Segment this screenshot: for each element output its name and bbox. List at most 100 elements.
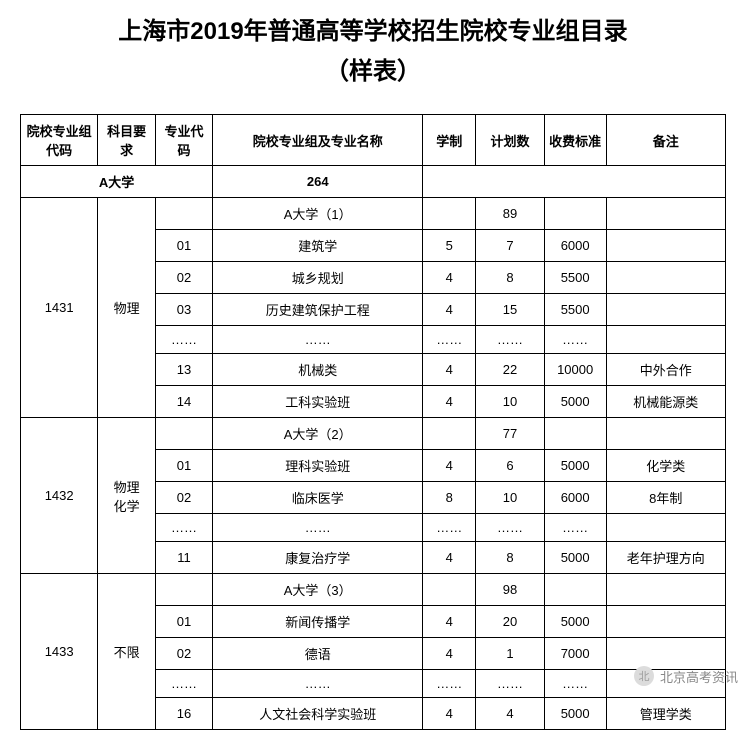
cell-major-name: 新闻传播学 [213,606,423,638]
cell-note: 老年护理方向 [606,542,725,574]
watermark-icon: 北 [634,666,654,686]
cell-fee: 10000 [544,354,606,386]
cell-major-name: 城乡规划 [213,262,423,294]
cell-major-code: 02 [155,482,212,514]
cell-note [606,606,725,638]
cell-major-name: 工科实验班 [213,386,423,418]
cell-note [606,638,725,670]
cell-plan: 4 [476,698,545,730]
cell-major-code: 01 [155,606,212,638]
title-line-1: 上海市2019年普通高等学校招生院校专业组目录 [0,12,746,52]
cell-major-name: 人文社会科学实验班 [213,698,423,730]
cell-plan: 8 [476,542,545,574]
group-header-mcode [155,574,212,606]
group-header-dur [423,418,476,450]
group-code: 1433 [21,574,98,730]
th-name: 院校专业组及专业名称 [213,115,423,166]
cell-major-code: 11 [155,542,212,574]
cell-major-code: …… [155,514,212,542]
cell-major-code: …… [155,326,212,354]
school-total-row: A大学264 [21,166,726,198]
cell-major-code: 14 [155,386,212,418]
cell-major-code: 13 [155,354,212,386]
group-header-plan: 98 [476,574,545,606]
cell-fee: …… [544,514,606,542]
cell-plan: …… [476,514,545,542]
cell-duration: 4 [423,606,476,638]
cell-major-code: 02 [155,262,212,294]
group-header-mcode [155,198,212,230]
cell-major-code: 02 [155,638,212,670]
cell-plan: 10 [476,482,545,514]
cell-fee: …… [544,670,606,698]
group-header-plan: 77 [476,418,545,450]
group-header-row: 1432物理 化学A大学（2）77 [21,418,726,450]
cell-plan: 6 [476,450,545,482]
table-header-row: 院校专业组代码 科目要求 专业代码 院校专业组及专业名称 学制 计划数 收费标准… [21,115,726,166]
table-body: A大学2641431物理A大学（1）8901建筑学57600002城乡规划485… [21,166,726,730]
cell-duration: 4 [423,262,476,294]
cell-duration: 8 [423,482,476,514]
cell-duration: …… [423,326,476,354]
group-header-note [606,574,725,606]
group-header-mcode [155,418,212,450]
cell-plan: …… [476,326,545,354]
th-subject-req: 科目要求 [98,115,155,166]
cell-major-name: 历史建筑保护工程 [213,294,423,326]
cell-note: 机械能源类 [606,386,725,418]
cell-major-code: 01 [155,450,212,482]
cell-plan: 20 [476,606,545,638]
cell-plan: 15 [476,294,545,326]
cell-major-name: …… [213,670,423,698]
catalog-table: 院校专业组代码 科目要求 专业代码 院校专业组及专业名称 学制 计划数 收费标准… [20,114,726,730]
cell-plan: 1 [476,638,545,670]
cell-duration: 4 [423,294,476,326]
cell-plan: 10 [476,386,545,418]
cell-fee: 5500 [544,294,606,326]
cell-duration: 4 [423,542,476,574]
title-line-2: （样表） [0,52,746,92]
cell-major-name: 德语 [213,638,423,670]
cell-major-name: 康复治疗学 [213,542,423,574]
group-header-dur [423,198,476,230]
cell-note [606,326,725,354]
cell-fee: 5000 [544,698,606,730]
th-major-code: 专业代码 [155,115,212,166]
group-header-fee [544,198,606,230]
cell-note: 中外合作 [606,354,725,386]
group-subject-req: 不限 [98,574,155,730]
group-header-row: 1431物理A大学（1）89 [21,198,726,230]
cell-plan: …… [476,670,545,698]
cell-fee: 6000 [544,482,606,514]
cell-fee: 5000 [544,386,606,418]
cell-duration: 5 [423,230,476,262]
group-header-fee [544,574,606,606]
cell-duration: 4 [423,354,476,386]
cell-major-code: 03 [155,294,212,326]
th-plan: 计划数 [476,115,545,166]
cell-major-name: …… [213,514,423,542]
cell-fee: 5000 [544,542,606,574]
cell-major-name: 理科实验班 [213,450,423,482]
cell-duration: 4 [423,386,476,418]
th-fee: 收费标准 [544,115,606,166]
group-code: 1431 [21,198,98,418]
cell-fee: 7000 [544,638,606,670]
cell-duration: 4 [423,698,476,730]
group-header-name: A大学（3） [213,574,423,606]
cell-note [606,230,725,262]
watermark: 北 北京高考资讯 [634,666,738,686]
group-header-name: A大学（1） [213,198,423,230]
cell-fee: 5000 [544,450,606,482]
cell-fee: 6000 [544,230,606,262]
cell-note [606,514,725,542]
th-note: 备注 [606,115,725,166]
cell-plan: 8 [476,262,545,294]
cell-major-name: …… [213,326,423,354]
cell-fee: …… [544,326,606,354]
cell-note: 8年制 [606,482,725,514]
cell-duration: 4 [423,450,476,482]
cell-plan: 7 [476,230,545,262]
group-header-row: 1433不限A大学（3）98 [21,574,726,606]
group-header-note [606,418,725,450]
